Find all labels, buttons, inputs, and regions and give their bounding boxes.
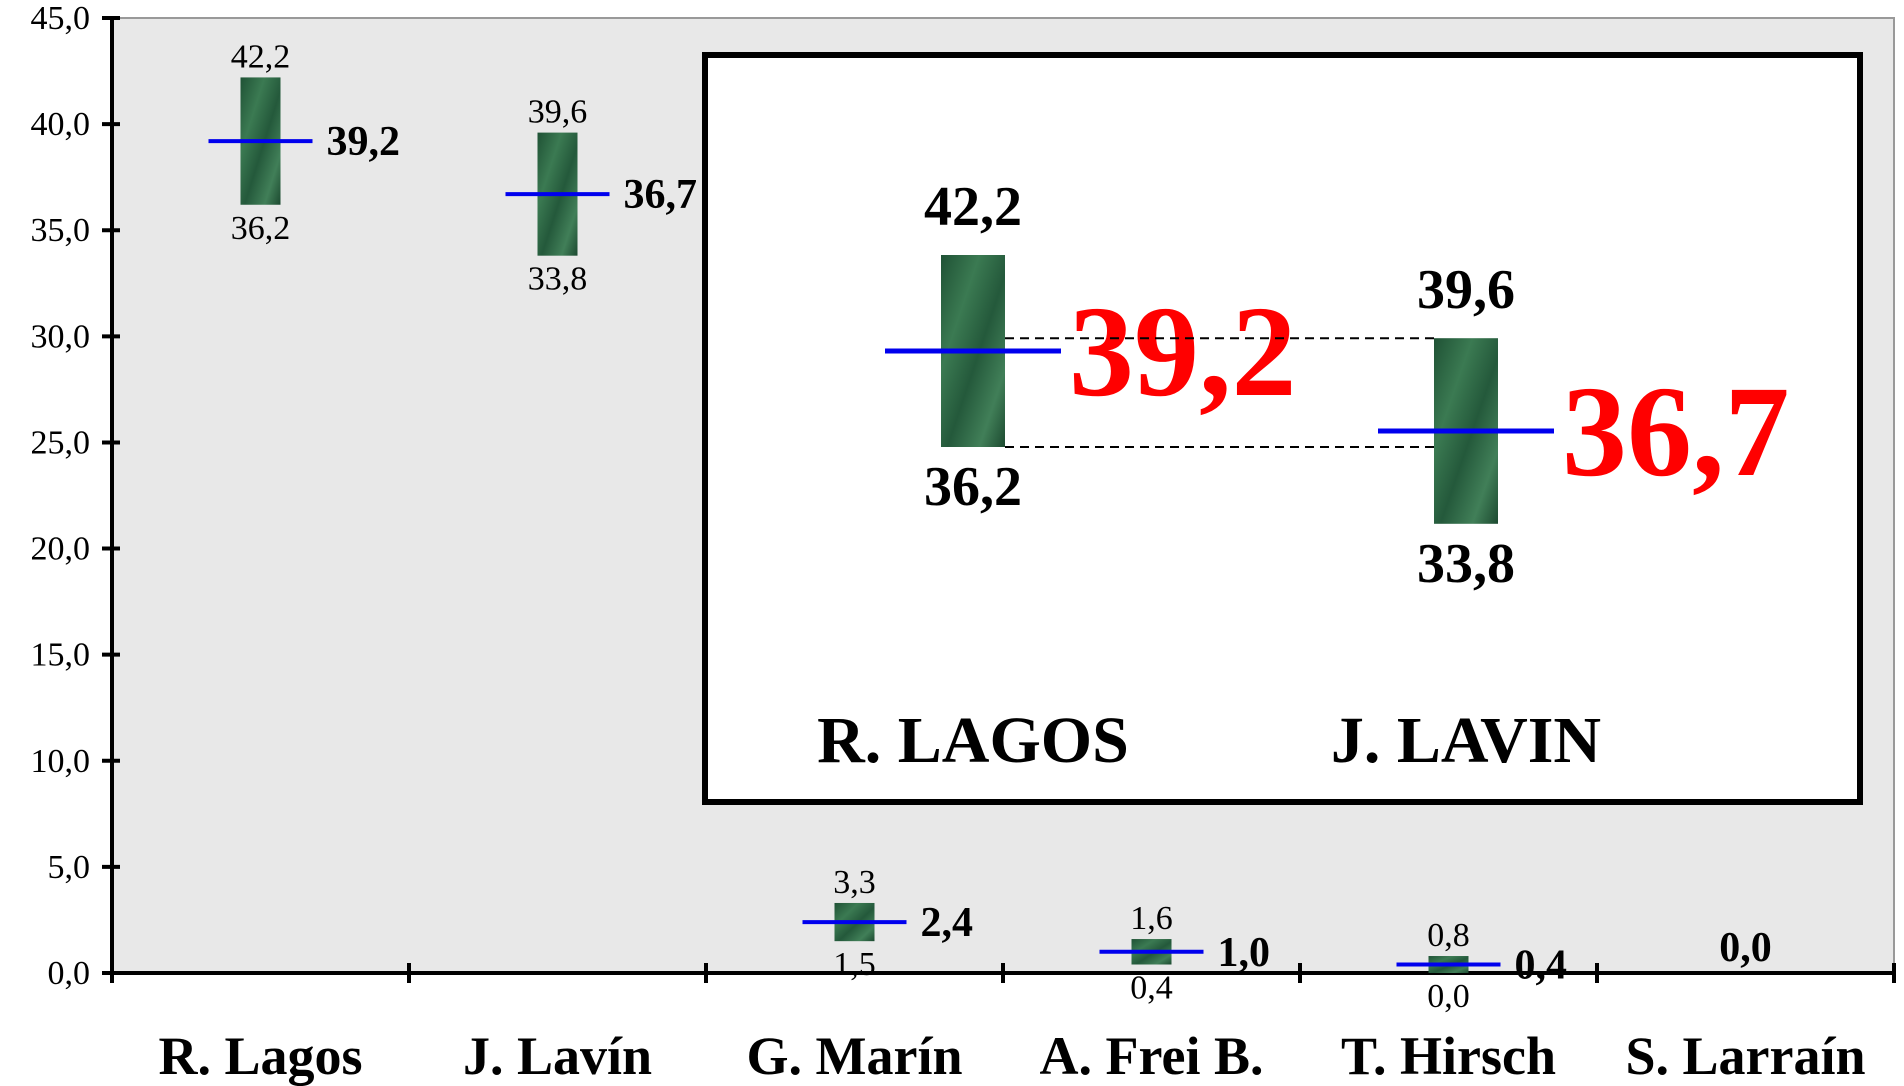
upper-bound-label: 3,3 xyxy=(833,864,876,901)
mean-value-label: 2,4 xyxy=(921,900,974,946)
upper-bound-label: 42,2 xyxy=(231,38,291,75)
range-marks: 42,2 36,2 39,2 39,6 33,8 36,7 3,3 1,5 2,4 1,6 0,4 1… xyxy=(208,38,1772,1015)
x-category-label: J. Lavín xyxy=(463,1026,652,1086)
y-tick-label: 40,0 xyxy=(31,106,91,143)
inset-mean-value: 39,2 xyxy=(1069,280,1297,424)
lower-bound-label: 0,4 xyxy=(1130,970,1173,1007)
inset-lower-label: 33,8 xyxy=(1417,533,1515,595)
x-category-label: S. Larraín xyxy=(1625,1026,1865,1086)
mean-value-label: 1,0 xyxy=(1218,930,1271,976)
x-category-label: G. Marín xyxy=(747,1026,963,1086)
lower-bound-label: 0,0 xyxy=(1427,978,1470,1015)
y-tick-label: 0,0 xyxy=(48,955,91,992)
y-tick-label: 10,0 xyxy=(31,743,91,780)
upper-bound-label: 0,8 xyxy=(1427,917,1470,954)
mean-value-label: 0,4 xyxy=(1515,943,1568,989)
upper-bound-label: 1,6 xyxy=(1130,900,1173,937)
x-category-label: A. Frei B. xyxy=(1040,1026,1264,1086)
mean-value-label: 0,0 xyxy=(1719,925,1772,971)
inset-candidate-name: R. LAGOS xyxy=(817,704,1129,777)
mean-value-label: 39,2 xyxy=(327,119,401,165)
upper-bound-label: 39,6 xyxy=(528,94,588,131)
inset-candidate-name: J. LAVIN xyxy=(1331,704,1601,777)
y-tick-label: 30,0 xyxy=(31,318,91,355)
inset-lower-label: 36,2 xyxy=(924,456,1022,518)
inset-comparison: 42,2 36,2 39,2 R. LAGOS 39,6 33,8 36,7 J. LAVIN xyxy=(702,52,1863,805)
axes: 0,0 5,0 10,0 15,0 20,0 25,0 30,0 35,0 40,0 45,0 R.… xyxy=(31,0,1896,1086)
lower-bound-label: 33,8 xyxy=(528,261,588,298)
inset-upper-label: 39,6 xyxy=(1417,259,1515,321)
mean-value-label: 36,7 xyxy=(624,172,698,218)
x-category-label: T. Hirsch xyxy=(1341,1026,1556,1086)
x-category-label: R. Lagos xyxy=(158,1026,362,1086)
inset-frame xyxy=(702,52,1863,805)
inset-mean-value: 36,7 xyxy=(1562,360,1790,504)
y-tick-label: 20,0 xyxy=(31,531,91,568)
y-tick-label: 45,0 xyxy=(31,0,91,37)
lower-bound-label: 1,5 xyxy=(833,946,876,983)
y-tick-label: 35,0 xyxy=(31,212,91,249)
y-tick-label: 15,0 xyxy=(31,637,91,674)
y-tick-label: 25,0 xyxy=(31,424,91,461)
lower-bound-label: 36,2 xyxy=(231,210,291,247)
inset-upper-label: 42,2 xyxy=(924,176,1022,238)
y-tick-label: 5,0 xyxy=(48,849,91,886)
